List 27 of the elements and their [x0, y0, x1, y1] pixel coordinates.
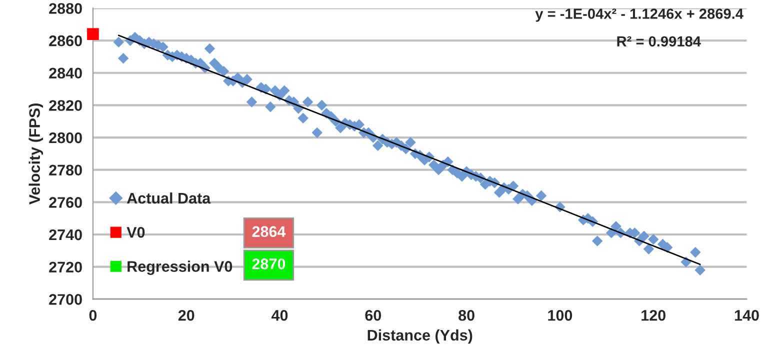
- legend-label: V0: [126, 226, 145, 238]
- y-tick-label: 2880: [49, 3, 82, 14]
- x-axis-title: Distance (Yds): [368, 329, 472, 344]
- y-tick-label: 2820: [49, 100, 82, 111]
- annotation: 2870: [252, 258, 286, 270]
- annotation: 2864: [252, 226, 286, 237]
- y-tick-label: 2700: [49, 294, 82, 305]
- annotation: y = -1E-04x² - 1.1246x + 2869.4: [535, 8, 744, 22]
- x-tick-label: 120: [642, 310, 666, 321]
- y-tick-label: 2780: [49, 164, 82, 176]
- legend-label: Regression V0: [128, 260, 232, 275]
- y-tick-label: 2740: [49, 229, 82, 240]
- x-tick-label: 80: [458, 310, 474, 321]
- y-tick-label: 2720: [49, 262, 82, 273]
- legend-label: Actual Data: [126, 192, 211, 204]
- x-tick-label: 20: [178, 310, 194, 321]
- y-axis-title: Velocity (FPS): [28, 104, 44, 205]
- x-tick-label: 0: [89, 310, 97, 321]
- x-tick-label: 40: [272, 310, 288, 321]
- annotation: R² = 0.99184: [617, 36, 701, 47]
- y-tick-label: 2800: [49, 132, 82, 144]
- y-tick-label: 2860: [49, 35, 82, 46]
- x-tick-label: 100: [548, 310, 572, 321]
- x-tick-label: 140: [734, 310, 759, 321]
- x-tick-label: 60: [365, 310, 382, 321]
- y-tick-label: 2760: [49, 197, 82, 208]
- y-tick-label: 2840: [49, 68, 82, 79]
